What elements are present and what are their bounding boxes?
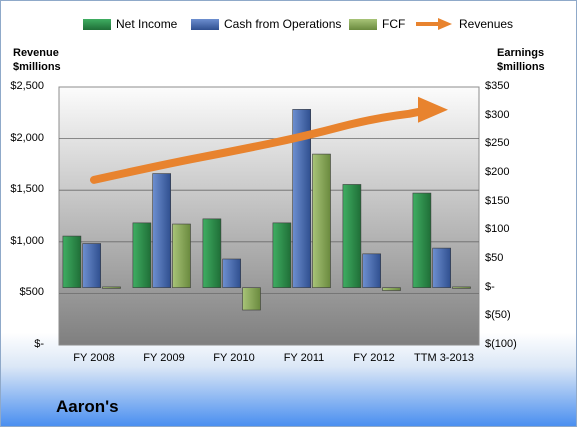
bar-net-income bbox=[412, 192, 432, 288]
x-tick-label: FY 2012 bbox=[353, 352, 395, 364]
left-axis-title: Revenue $millions bbox=[13, 47, 61, 73]
plot-area bbox=[58, 86, 480, 346]
bar-fcf bbox=[312, 153, 331, 288]
x-tick-label: FY 2008 bbox=[73, 352, 115, 364]
bar-cash-from-operations bbox=[432, 247, 452, 288]
revenues-line bbox=[90, 105, 434, 184]
bar-fcf bbox=[102, 286, 121, 289]
revenues-arrowhead bbox=[418, 96, 448, 123]
legend-item-cash-from-operations: Cash from Operations bbox=[191, 17, 341, 31]
bar-net-income bbox=[132, 222, 152, 288]
right-tick-label: $(50) bbox=[485, 309, 511, 322]
right-tick-label: $350 bbox=[485, 80, 510, 92]
legend-label-cash-from-operations: Cash from Operations bbox=[224, 17, 342, 31]
bar-net-income bbox=[272, 222, 292, 288]
bar-cash-from-operations bbox=[222, 258, 241, 288]
legend-label-revenues: Revenues bbox=[459, 17, 514, 31]
bar-fcf bbox=[452, 286, 471, 289]
right-tick-label: $200 bbox=[485, 166, 510, 178]
bar-cash-from-operations bbox=[362, 253, 382, 288]
bar-cash-from-operations bbox=[292, 109, 312, 288]
left-tick-label: $2,000 bbox=[10, 131, 44, 144]
left-tick-label: $- bbox=[34, 338, 44, 350]
revenues-arrow-icon bbox=[416, 18, 452, 30]
bar-net-income bbox=[62, 235, 82, 288]
right-axis-title: Earnings $millions bbox=[497, 47, 545, 73]
left-tick-label: $2,500 bbox=[10, 80, 44, 92]
bar-net-income bbox=[202, 218, 222, 288]
legend-item-fcf: FCF bbox=[349, 17, 405, 31]
bar-cash-from-operations bbox=[152, 173, 171, 288]
legend-swatch-net-income bbox=[83, 18, 111, 30]
legend-item-net-income: Net Income bbox=[83, 17, 177, 31]
right-tick-label: $250 bbox=[485, 137, 510, 150]
bar-cash-from-operations bbox=[82, 243, 101, 288]
legend-swatch-cash-from-operations bbox=[191, 18, 219, 30]
left-tick-label: $1,000 bbox=[10, 234, 44, 247]
left-tick-label: $500 bbox=[19, 286, 44, 299]
x-tick-label: FY 2010 bbox=[213, 352, 255, 364]
bar-fcf bbox=[382, 287, 401, 291]
x-tick-label: FY 2009 bbox=[143, 352, 185, 364]
right-tick-label: $100 bbox=[485, 223, 510, 236]
right-tick-label: $300 bbox=[485, 108, 510, 121]
bar-net-income bbox=[342, 184, 362, 288]
right-tick-label: $- bbox=[485, 280, 495, 293]
right-tick-label: $(100) bbox=[485, 338, 517, 350]
legend-label-net-income: Net Income bbox=[116, 17, 178, 31]
company-name: Aaron's bbox=[56, 397, 119, 416]
right-tick-label: $150 bbox=[485, 194, 510, 207]
left-tick-label: $1,500 bbox=[10, 183, 44, 196]
bar-fcf bbox=[242, 287, 261, 311]
x-tick-label: FY 2011 bbox=[283, 352, 325, 364]
legend-swatch-fcf bbox=[349, 18, 377, 30]
bar-fcf bbox=[172, 223, 191, 288]
x-tick-label: TTM 3-2013 bbox=[414, 352, 474, 364]
right-tick-label: $50 bbox=[485, 252, 504, 264]
legend-label-fcf: FCF bbox=[382, 17, 406, 31]
legend-item-revenues: Revenues bbox=[414, 17, 513, 31]
